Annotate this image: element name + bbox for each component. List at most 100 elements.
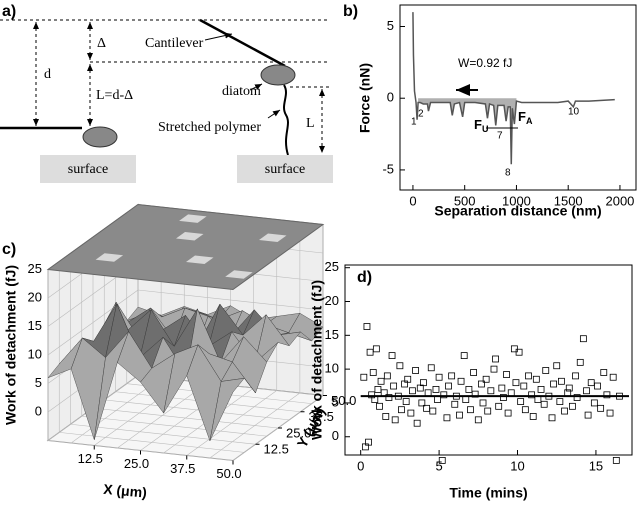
z-tick-label: 10 [28,346,42,361]
point [495,402,503,410]
annotation: 8 [505,168,511,179]
annotation: 1 [411,117,417,128]
point [569,402,576,410]
point [490,365,498,373]
polymer [283,84,289,156]
point [597,404,605,412]
diatom-shape [260,64,296,86]
point [396,362,404,370]
x-tick-label: 0 [357,458,364,473]
annotation: W=0.92 fJ [458,56,512,70]
point [529,413,537,420]
y-tick-label: 25.0 [286,425,311,440]
point [499,394,507,401]
point [418,399,426,407]
diagram-text: L=d-Δ [96,88,133,103]
x-tick-label: 25.0 [124,456,149,471]
point [462,396,470,403]
point [517,398,525,405]
point [528,391,536,399]
point [363,323,371,330]
point [556,398,564,405]
y-tick-label: -5 [382,161,394,176]
point [478,380,485,388]
point [443,414,451,422]
top-map-patch [95,253,124,262]
panel-label: d) [357,269,372,286]
plot-frame [399,4,637,191]
floor-grid [104,399,290,421]
y-tick-label: 50.0 [331,393,356,408]
point [503,371,510,378]
x-tick-label: 10 [510,458,524,473]
floor-grid [70,423,256,445]
diagram-text: Cantilever [145,36,204,51]
x-tick-label: 50.0 [216,466,241,481]
point [407,409,415,417]
point [420,379,427,387]
point [512,379,520,387]
diagram-text: surface [265,162,305,177]
point [576,358,584,366]
point [537,386,545,393]
surface-block [40,155,136,183]
floor-grid [81,415,267,437]
point [470,369,478,376]
y-tick-label: 0 [332,428,339,443]
point [460,352,468,360]
x-tick-label: 5 [435,458,442,473]
diagram-text: Stretched polymer [158,120,261,135]
point [448,372,456,380]
y-axis-label: Work of detachment (fJ) [309,280,325,440]
point [457,377,465,385]
grid-line [47,289,139,356]
point [540,400,548,408]
diagram-text: d [44,67,51,82]
point [474,416,482,424]
point [572,372,579,380]
y-tick-label: 20 [325,293,339,308]
point [424,389,432,397]
top-map-patch [179,214,207,223]
y-tick-label: 25 [325,259,339,274]
point [498,384,506,392]
x-tick-label: 12.5 [78,451,103,466]
point [429,407,437,415]
point [465,386,473,393]
point [492,355,499,363]
point [369,369,377,376]
point [412,367,419,374]
point [360,373,368,381]
point [606,409,614,417]
point [390,382,398,390]
force-curve [412,12,615,165]
grid-line [137,289,324,311]
surface-patch [209,378,245,441]
force-symbol: F [518,109,526,124]
point [484,407,492,415]
point [600,369,608,376]
point [432,386,440,393]
point [398,406,405,414]
point [438,457,446,464]
panel-label: c) [2,241,16,258]
y-tick-label: 15 [325,327,339,342]
surface-block [237,155,333,183]
y-tick-label: 0 [387,90,394,105]
point [413,419,421,427]
force-subscript: U [482,124,489,134]
cantilever-bent [199,18,286,68]
y-tick-label: 37.5 [309,409,334,424]
force-label: FA [518,109,533,126]
annotation: 2 [418,109,424,120]
pointer [204,32,233,41]
point [372,345,380,353]
point [515,348,523,356]
point [521,406,529,414]
point [525,372,532,380]
point [451,400,459,408]
point [504,409,512,417]
y-axis-label: Force (nN) [357,63,373,133]
point [590,399,598,407]
point [550,380,557,388]
